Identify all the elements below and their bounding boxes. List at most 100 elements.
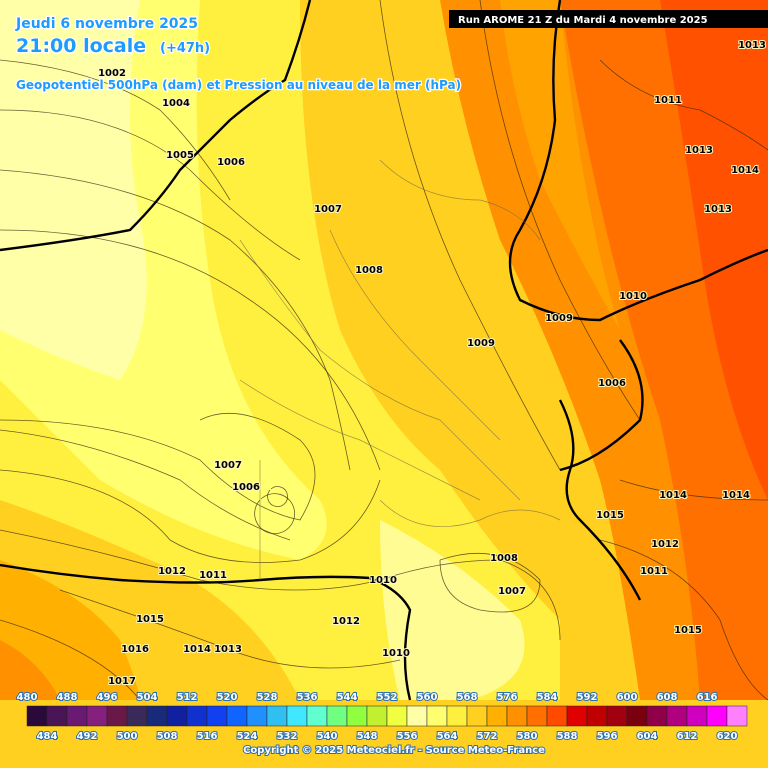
isobar-label: 1013 [685, 145, 713, 156]
legend-label: 580 [517, 731, 538, 742]
legend-label: 608 [657, 692, 678, 703]
isobar-label: 1004 [162, 98, 190, 109]
isobar-label: 1006 [232, 482, 260, 493]
isobar-label: 1007 [498, 586, 526, 597]
legend-label: 604 [637, 731, 658, 742]
legend-label: 496 [97, 692, 118, 703]
legend-label: 488 [57, 692, 78, 703]
legend-swatch [506, 705, 528, 727]
coastlines [0, 0, 768, 701]
subtitle: Geopotentiel 500hPa (dam) et Pression au… [16, 78, 461, 92]
isobar-label: 1012 [158, 566, 186, 577]
isobar-label: 1009 [545, 313, 573, 324]
legend-label: 504 [137, 692, 158, 703]
isobar-label: 1007 [214, 460, 242, 471]
isobars [0, 0, 768, 701]
zone [500, 0, 620, 330]
legend-swatch [426, 705, 448, 727]
isobar-label: 1006 [598, 378, 626, 389]
legend-label: 592 [577, 692, 598, 703]
legend-label: 480 [17, 692, 38, 703]
legend-swatch [26, 705, 48, 727]
legend-swatch [466, 705, 488, 727]
legend-swatch [346, 705, 368, 727]
legend-label: 616 [697, 692, 718, 703]
isobar-label: 1014 [722, 490, 750, 501]
legend-label: 564 [437, 731, 458, 742]
legend-label: 492 [77, 731, 98, 742]
legend-label: 544 [337, 692, 358, 703]
legend-swatch [586, 705, 608, 727]
legend-swatch [46, 705, 68, 727]
legend-swatch [246, 705, 268, 727]
legend-swatch [286, 705, 308, 727]
legend-label: 484 [37, 731, 58, 742]
legend-swatch [486, 705, 508, 727]
isobar-label: 1017 [108, 676, 136, 687]
legend-swatch [86, 705, 108, 727]
legend-label: 576 [497, 692, 518, 703]
legend-label: 568 [457, 692, 478, 703]
legend-label: 536 [297, 692, 318, 703]
legend-label: 528 [257, 692, 278, 703]
legend-swatch [606, 705, 628, 727]
isobar-label: 1013 [214, 644, 242, 655]
isobar-label: 1010 [369, 575, 397, 586]
isobar-label: 1015 [596, 510, 624, 521]
legend-swatch [566, 705, 588, 727]
legend-label: 512 [177, 692, 198, 703]
isobar-label: 1011 [199, 570, 227, 581]
legend-swatch [106, 705, 128, 727]
isobar-label: 1015 [136, 614, 164, 625]
isobar-label: 1013 [704, 204, 732, 215]
legend-swatch [666, 705, 688, 727]
zone [660, 0, 768, 500]
legend-label: 532 [277, 731, 298, 742]
legend-swatch [706, 705, 728, 727]
legend-label: 620 [717, 731, 738, 742]
legend-label: 540 [317, 731, 338, 742]
legend-label: 588 [557, 731, 578, 742]
isobar-label: 1011 [640, 566, 668, 577]
legend-swatch [366, 705, 388, 727]
legend-swatch [166, 705, 188, 727]
legend-swatch [626, 705, 648, 727]
legend-swatch [306, 705, 328, 727]
legend-label: 524 [237, 731, 258, 742]
isobar-label: 1016 [121, 644, 149, 655]
isobar-label: 1010 [619, 291, 647, 302]
legend-label: 548 [357, 731, 378, 742]
isobar-label: 1006 [217, 157, 245, 168]
zone [380, 520, 525, 700]
isobar-label: 1014 [659, 490, 687, 501]
legend-swatch [726, 705, 748, 727]
legend-swatch [446, 705, 468, 727]
legend-swatch [686, 705, 708, 727]
legend-label: 500 [117, 731, 138, 742]
legend-label: 600 [617, 692, 638, 703]
legend-swatch [146, 705, 168, 727]
copyright: Copyright © 2025 Meteociel.fr - Source M… [243, 745, 545, 756]
legend-label: 572 [477, 731, 498, 742]
legend-swatch [66, 705, 88, 727]
legend: 480 484 488 492 496 500 504 508 512 516 520 524 528 5… [16, 691, 748, 743]
legend-swatch [206, 705, 228, 727]
legend-label: 516 [197, 731, 218, 742]
zone [0, 640, 60, 700]
isobar-label: 1008 [490, 553, 518, 564]
legend-swatch [386, 705, 408, 727]
isobar-label: 1011 [654, 95, 682, 106]
isobar-label: 1012 [332, 616, 360, 627]
legend-swatch [186, 705, 208, 727]
isobar-label: 1013 [738, 40, 766, 51]
legend-swatch [126, 705, 148, 727]
isobar-label: 1007 [314, 204, 342, 215]
legend-label: 520 [217, 692, 238, 703]
lead-time: (+47h) [160, 41, 210, 56]
legend-swatch [406, 705, 428, 727]
date: Jeudi 6 novembre 2025 [15, 16, 198, 32]
isobar-label: 1009 [467, 338, 495, 349]
legend-swatch [266, 705, 288, 727]
legend-label: 556 [397, 731, 418, 742]
